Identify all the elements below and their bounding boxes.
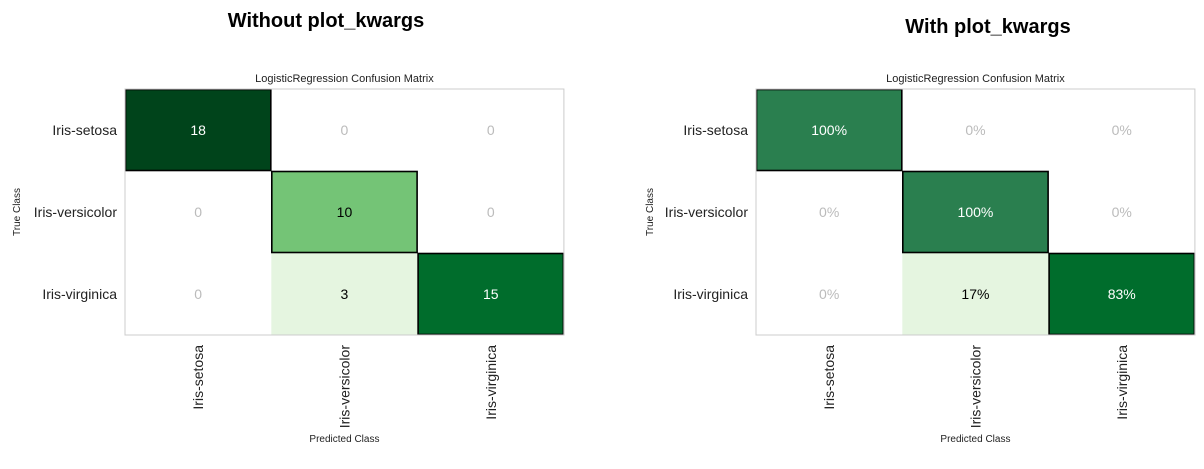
cell-value-label: 3 bbox=[341, 286, 349, 302]
cell-value-label: 18 bbox=[190, 122, 206, 138]
confusion-matrix-with-kwargs: LogisticRegression Confusion Matrix 100% 0… bbox=[602, 0, 1204, 464]
matrix-cell bbox=[271, 171, 418, 253]
y-tick-label: Iris-setosa bbox=[683, 122, 748, 138]
y-tick-label: Iris-versicolor bbox=[34, 204, 118, 220]
matrix-cell bbox=[902, 89, 1049, 171]
x-tick-label: Iris-setosa bbox=[821, 345, 837, 410]
cell-value-label: 15 bbox=[483, 286, 499, 302]
cell-value-label: 17% bbox=[961, 286, 989, 302]
confusion-matrix-chart: LogisticRegression Confusion Matrix 100% 0… bbox=[645, 73, 1196, 445]
x-tick-label: Iris-versicolor bbox=[336, 345, 352, 429]
confusion-matrix-chart: LogisticRegression Confusion Matrix 18 0 0 0… bbox=[12, 73, 565, 445]
cell-value-label: 100% bbox=[811, 122, 847, 138]
y-tick-label: Iris-virginica bbox=[673, 286, 748, 302]
cell-value-label: 0% bbox=[965, 122, 985, 138]
x-tick-label: Iris-virginica bbox=[1114, 345, 1130, 420]
y-tick-label: Iris-setosa bbox=[52, 122, 117, 138]
cell-value-label: 0 bbox=[487, 204, 495, 220]
cell-value-label: 0% bbox=[1112, 122, 1132, 138]
cell-value-label: 0% bbox=[1112, 204, 1132, 220]
y-axis-label: True Class bbox=[12, 188, 23, 236]
matrix-cell bbox=[271, 253, 418, 335]
cell-value-label: 0 bbox=[194, 286, 202, 302]
matrix-cell bbox=[125, 89, 272, 171]
matrix-cell bbox=[756, 89, 903, 171]
cell-value-label: 83% bbox=[1108, 286, 1136, 302]
y-axis-label: True Class bbox=[645, 188, 656, 236]
cell-value-label: 0% bbox=[819, 286, 839, 302]
y-tick-label: Iris-versicolor bbox=[665, 204, 749, 220]
y-tick-label: Iris-virginica bbox=[42, 286, 117, 302]
plot-frame bbox=[755, 88, 1196, 336]
matrix-cell bbox=[417, 171, 564, 253]
matrix-cell bbox=[125, 253, 272, 335]
matrix-cell bbox=[902, 253, 1049, 335]
cell-value-label: 0% bbox=[819, 204, 839, 220]
cell-value-label: 0 bbox=[341, 122, 349, 138]
confusion-matrix-without-kwargs: LogisticRegression Confusion Matrix 18 0 0 0… bbox=[0, 0, 602, 464]
matrix-cell bbox=[1048, 253, 1195, 335]
x-axis-label: Predicted Class bbox=[940, 434, 1010, 445]
chart-title: LogisticRegression Confusion Matrix bbox=[886, 73, 1065, 85]
matrix-cell bbox=[1048, 171, 1195, 253]
matrix-cell bbox=[756, 171, 903, 253]
matrix-cell bbox=[417, 253, 564, 335]
diagonal-cell-border bbox=[270, 170, 418, 254]
chart-title: LogisticRegression Confusion Matrix bbox=[255, 73, 434, 85]
x-axis-label: Predicted Class bbox=[309, 434, 379, 445]
matrix-cell bbox=[125, 171, 272, 253]
cell-value-label: 100% bbox=[958, 204, 994, 220]
x-tick-label: Iris-versicolor bbox=[967, 345, 983, 429]
cell-value-label: 10 bbox=[337, 204, 353, 220]
diagonal-cell-border bbox=[901, 170, 1049, 254]
matrix-cell bbox=[756, 253, 903, 335]
matrix-cell bbox=[417, 89, 564, 171]
suptitle-right: With plot_kwargs bbox=[905, 16, 1071, 38]
x-tick-label: Iris-virginica bbox=[483, 345, 499, 420]
cell-value-label: 0 bbox=[487, 122, 495, 138]
plot-frame bbox=[124, 88, 565, 336]
x-tick-label: Iris-setosa bbox=[190, 345, 206, 410]
matrix-cell bbox=[902, 171, 1049, 253]
cell-value-label: 0 bbox=[194, 204, 202, 220]
suptitle-left: Without plot_kwargs bbox=[227, 10, 425, 32]
matrix-cell bbox=[271, 89, 418, 171]
matrix-cell bbox=[1048, 89, 1195, 171]
